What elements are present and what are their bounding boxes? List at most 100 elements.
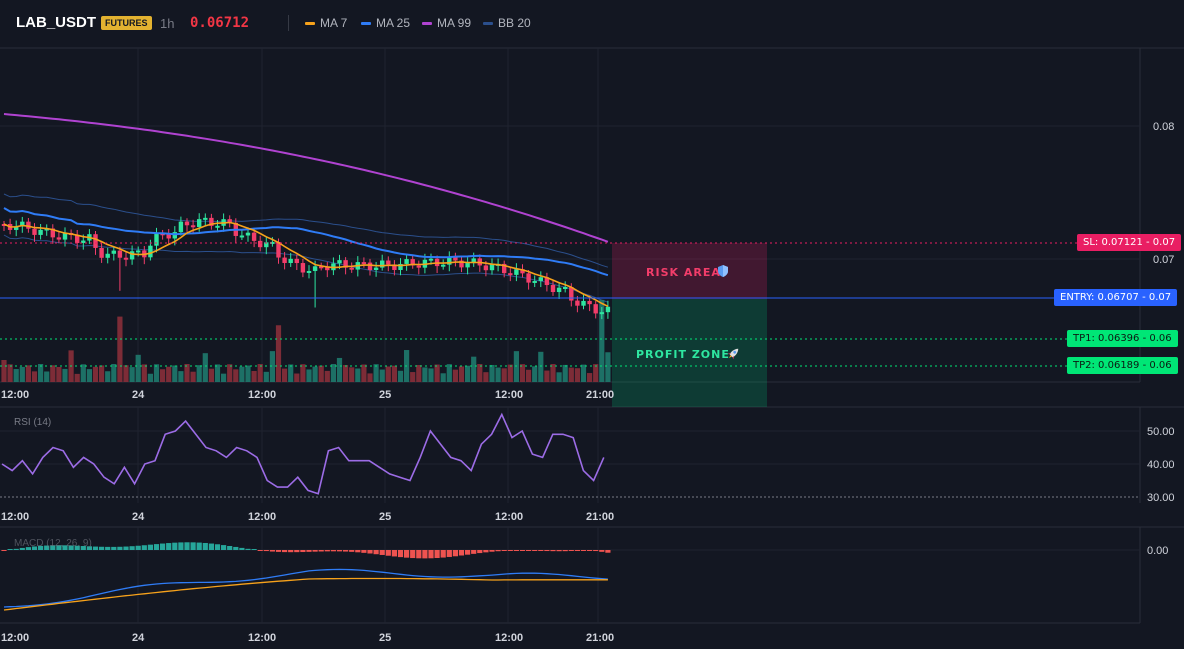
volume-bar [446, 364, 452, 382]
volume-bar [184, 364, 190, 382]
macd-hist-bar [446, 550, 452, 557]
volume-bar [532, 366, 538, 382]
tp2-price-tag[interactable]: TP2: 0.06189 - 0.06 [1067, 357, 1178, 374]
volume-bar [288, 364, 294, 382]
candle-body [605, 306, 611, 313]
macd-hist-bar [379, 550, 385, 555]
candle-body [32, 228, 37, 235]
volume-bar [239, 366, 245, 382]
time-label: 25 [379, 632, 391, 644]
macd-hist-bar [129, 546, 135, 550]
volume-bar [324, 370, 330, 382]
legend-label: MA 99 [437, 16, 472, 30]
macd-hist-bar [263, 550, 269, 552]
volume-bar [294, 373, 300, 382]
macd-hist-bar [580, 550, 587, 551]
entry-price-tag[interactable]: ENTRY: 0.06707 - 0.07 [1054, 289, 1178, 306]
macd-hist-bar [373, 550, 379, 555]
macd-hist-bar [56, 545, 62, 550]
macd-hist-bar [349, 550, 355, 552]
legend-bb20[interactable]: BB 20 [483, 16, 531, 30]
volume-bar [221, 373, 227, 382]
macd-hist-bar [86, 546, 92, 550]
time-label: 12:00 [495, 632, 523, 644]
candle-body [538, 277, 543, 281]
tp1-price-tag[interactable]: TP1: 0.06396 - 0.06 [1067, 330, 1178, 347]
price-pane[interactable] [0, 48, 1140, 382]
volume-bar [263, 371, 269, 382]
volume-bar [422, 367, 428, 382]
macd-hist-bar [452, 550, 458, 557]
volume-bar [495, 367, 501, 382]
macd-level-label: 0.00 [1147, 545, 1168, 557]
macd-hist-bar [501, 550, 507, 551]
macd-hist-bar [208, 543, 214, 550]
macd-hist-bar [397, 550, 404, 558]
volume-bar [391, 365, 397, 382]
macd-hist-bar [184, 542, 190, 550]
volume-bar [56, 366, 62, 382]
volume-bars [1, 299, 611, 382]
legend-ma99[interactable]: MA 99 [422, 16, 471, 30]
macd-hist-bar [214, 544, 221, 550]
symbol-name[interactable]: LAB_USDT [16, 14, 97, 31]
macd-hist-bar [160, 543, 166, 550]
candle-body [325, 266, 330, 271]
candle-body [270, 241, 275, 244]
time-label: 12:00 [1, 389, 29, 401]
macd-histogram [1, 542, 611, 559]
volume-bar [349, 367, 355, 382]
time-label: 21:00 [586, 389, 614, 401]
volume-bar [373, 364, 379, 382]
macd-hist-bar [465, 550, 471, 555]
sl-price-tag[interactable]: SL: 0.07121 - 0.07 [1077, 234, 1182, 251]
legend-ma25[interactable]: MA 25 [361, 16, 410, 30]
candle-body [251, 232, 257, 241]
volume-bar [593, 364, 599, 382]
macd-hist-bar [422, 550, 428, 559]
volume-bar [452, 369, 458, 382]
volume-bar [92, 366, 99, 382]
candle-body [81, 240, 86, 243]
volume-bar [574, 368, 580, 382]
volume-bar [477, 364, 483, 382]
macd-line [3, 568, 608, 608]
volume-bar [355, 368, 361, 382]
macd-hist-bar [550, 550, 556, 552]
candle-body [593, 304, 598, 314]
legend-ma7[interactable]: MA 7 [305, 16, 347, 30]
volume-bar [166, 366, 172, 382]
bb-lower [3, 234, 609, 303]
volume-bar [513, 351, 519, 382]
ma25-line [3, 207, 609, 277]
macd-hist-bar [593, 550, 599, 552]
macd-hist-bar [324, 550, 330, 552]
timeframe[interactable]: 1h [160, 16, 175, 31]
time-label: 24 [132, 511, 145, 523]
candle-body [373, 267, 379, 271]
volume-bar [13, 369, 19, 382]
volume-bar [257, 364, 263, 382]
profit-zone[interactable] [612, 299, 767, 407]
volume-bar [227, 364, 233, 382]
risk-area-zone[interactable] [612, 243, 767, 299]
macd-hist-bar [105, 546, 111, 550]
macd-hist-bar [111, 546, 117, 550]
candle-body [129, 251, 135, 260]
volume-bar [19, 366, 25, 382]
time-label: 24 [132, 389, 145, 401]
profit-zone-label: PROFIT ZONE [636, 348, 730, 361]
rocket-icon [727, 348, 739, 360]
time-label: 12:00 [248, 632, 276, 644]
macd-hist-bar [507, 550, 513, 551]
candle-body [294, 258, 299, 264]
volume-bar [282, 368, 288, 382]
candle-body [587, 300, 592, 305]
macd-hist-bar [245, 548, 251, 550]
macd-hist-bar [404, 550, 410, 558]
volume-bar [465, 365, 471, 382]
macd-hist-bar [574, 550, 580, 551]
volume-bar [556, 372, 562, 382]
candle-body [99, 247, 104, 258]
